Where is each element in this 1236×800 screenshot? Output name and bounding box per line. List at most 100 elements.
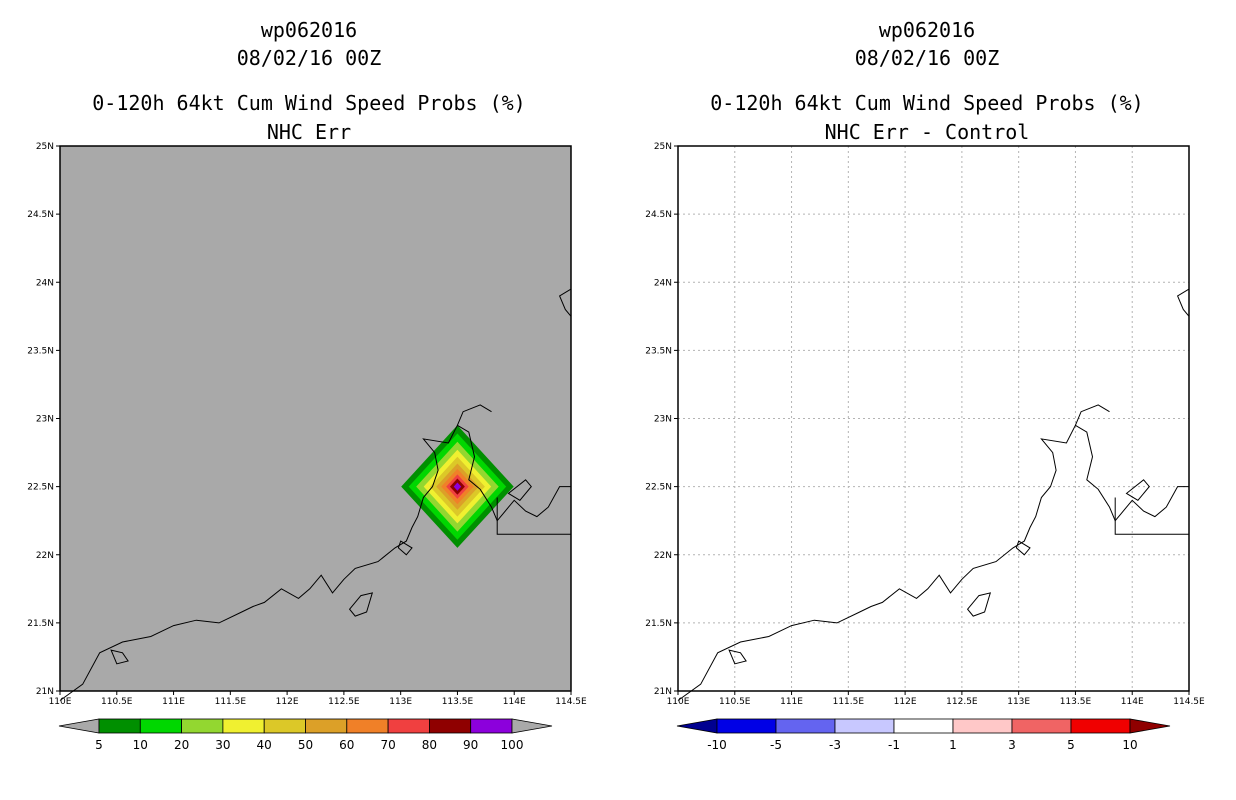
x-tick-label: 114.5E [555, 697, 587, 707]
colorbar-label: -1 [888, 738, 900, 752]
x-tick-label: 112.5E [328, 697, 360, 707]
x-tick-label: 110.5E [101, 697, 133, 707]
colorbar-under-arrow [676, 718, 718, 734]
y-tick-label: 22.5N [27, 483, 54, 493]
colorbar-label: 80 [422, 738, 437, 752]
colorbar-label: 5 [1067, 738, 1075, 752]
x-tick-label: 113E [389, 697, 412, 707]
y-tick-label: 24N [36, 278, 54, 288]
colorbar-segment [346, 718, 389, 734]
x-tick-label: 110E [49, 697, 72, 707]
colorbar-label: 50 [298, 738, 313, 752]
colorbar-label: 40 [257, 738, 272, 752]
colorbar-segment [428, 718, 472, 734]
y-tick-label: 23N [36, 415, 54, 425]
y-tick-label: 24.5N [27, 210, 54, 220]
y-tick-label: 22N [654, 551, 672, 561]
colorbar-label: 70 [380, 738, 395, 752]
colorbar-segment [181, 718, 224, 734]
datetime: 08/02/16 00Z [854, 46, 1000, 70]
colorbar-label: -3 [829, 738, 841, 752]
x-tick-label: 111.5E [215, 697, 247, 707]
island-outline [348, 592, 374, 617]
x-tick-label: 113.5E [1060, 697, 1092, 707]
chart-subtitle: NHC Err - Control [824, 120, 1030, 144]
chart-subtitle: NHC Err [266, 120, 352, 144]
colorbar-over-arrow [511, 718, 553, 734]
island-outline [1015, 540, 1031, 556]
colorbar-segment [222, 718, 265, 734]
island-outline [397, 540, 413, 556]
x-tick-label: 111.5E [833, 697, 865, 707]
x-tick-label: 112.5E [946, 697, 978, 707]
colorbar-over-arrow [1129, 718, 1171, 734]
x-tick-label: 112E [276, 697, 299, 707]
colorbar-label: 5 [95, 738, 103, 752]
colorbar-segment [893, 718, 954, 734]
y-tick-label: 23.5N [27, 346, 54, 356]
left-chart-panel: wp062016 08/02/16 00Z 0-120h 64kt Cum Wi… [27, 18, 587, 752]
island-outline [110, 649, 129, 665]
colorbar-segment [834, 718, 895, 734]
colorbar-segment [1070, 718, 1131, 734]
x-tick-label: 113.5E [442, 697, 474, 707]
colorbar-segment [1011, 718, 1072, 734]
colorbar-segment [98, 718, 141, 734]
coastline-edge [558, 288, 572, 317]
colorbar-segment [139, 718, 183, 734]
colorbar-segment [263, 718, 306, 734]
colorbar-segment [952, 718, 1013, 734]
boundary-line [1114, 497, 1189, 535]
y-tick-label: 22N [36, 551, 54, 561]
prob-contour-90 [453, 482, 462, 491]
chart-title: 0-120h 64kt Cum Wind Speed Probs (%) [92, 91, 526, 115]
datetime: 08/02/16 00Z [236, 46, 382, 70]
colorbar-label: 100 [501, 738, 524, 752]
y-tick-label: 24.5N [645, 210, 672, 220]
right-chart-panel: wp062016 08/02/16 00Z 0-120h 64kt Cum Wi… [618, 0, 1236, 800]
storm-id: wp062016 [878, 18, 976, 42]
x-tick-label: 111E [780, 697, 803, 707]
y-tick-label: 23N [654, 415, 672, 425]
boundary-line [496, 497, 571, 535]
y-tick-label: 21N [36, 687, 54, 697]
colorbar-label: 20 [174, 738, 189, 752]
colorbar-segment [470, 718, 513, 734]
colorbar-segment [387, 718, 430, 734]
colorbar-under-arrow [58, 718, 100, 734]
y-tick-label: 21N [654, 687, 672, 697]
colorbar-label: 3 [1008, 738, 1016, 752]
island-outline [966, 592, 992, 617]
island-outline [728, 649, 747, 665]
right-map-plot: 110E 110.5E 111E 111.5E 112E 112.5E 113E 113.5E… [645, 142, 1205, 752]
colorbar-label: 30 [215, 738, 230, 752]
colorbar-label: 60 [339, 738, 354, 752]
x-tick-label: 110.5E [719, 697, 751, 707]
colorbar-label: -5 [770, 738, 782, 752]
colorbar-label: -10 [707, 738, 727, 752]
coastline-edge [1176, 288, 1190, 317]
river-outline [1074, 404, 1110, 426]
colorbar-segment [775, 718, 836, 734]
plot-background [60, 146, 571, 691]
x-tick-label: 114.5E [1173, 697, 1205, 707]
colorbar-label: 1 [949, 738, 957, 752]
island-outline [1125, 479, 1150, 501]
y-tick-label: 25N [36, 142, 54, 152]
y-tick-label: 22.5N [645, 483, 672, 493]
colorbar-segment [305, 718, 348, 734]
x-tick-label: 111E [162, 697, 185, 707]
island-outline [507, 479, 532, 501]
x-tick-label: 114E [503, 697, 526, 707]
chart-title: 0-120h 64kt Cum Wind Speed Probs (%) [710, 91, 1144, 115]
left-map-plot: 110E 110.5E 111E 111.5E 112E 112.5E 113E 113.5E… [27, 142, 587, 752]
colorbar-label: 10 [1122, 738, 1137, 752]
y-tick-label: 23.5N [645, 346, 672, 356]
storm-id: wp062016 [260, 18, 358, 42]
y-tick-label: 21.5N [645, 619, 672, 629]
colorbar-segment [716, 718, 777, 734]
y-tick-label: 25N [654, 142, 672, 152]
x-tick-label: 114E [1121, 697, 1144, 707]
y-tick-label: 24N [654, 278, 672, 288]
x-tick-label: 112E [894, 697, 917, 707]
